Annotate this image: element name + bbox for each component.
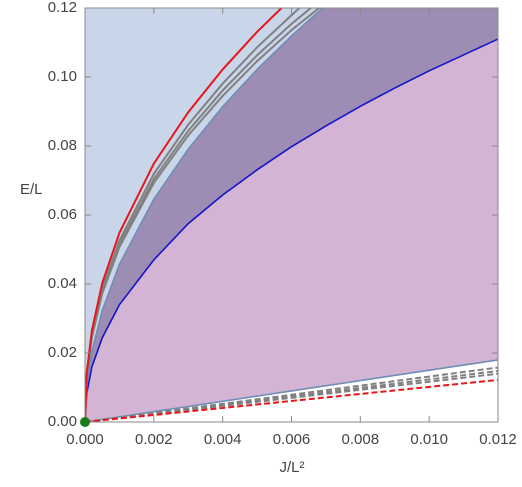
y-tick-label: 0.00 [48,413,77,430]
y-axis-label: E/L [20,181,43,198]
curve [85,8,324,422]
x-tick-label: 0.012 [479,431,517,448]
x-axis-label: J/L² [279,459,304,476]
plot-area [85,8,498,422]
x-tick-label: 0.004 [204,431,242,448]
dashed-line [85,378,498,422]
x-tick-label: 0.002 [135,431,173,448]
dashed-line [85,369,498,422]
curve [85,8,283,422]
dashed-line [85,366,498,422]
x-tick-label: 0.000 [66,431,104,448]
point [80,417,90,427]
y-tick-label: 0.12 [48,0,77,16]
x-tick-label: 0.008 [342,431,380,448]
x-tick-label: 0.006 [273,431,311,448]
region [85,8,326,422]
y-tick-label: 0.08 [48,137,77,154]
y-tick-label: 0.04 [48,275,77,292]
x-tick-label: 0.010 [410,431,448,448]
y-tick-label: 0.02 [48,344,77,361]
curve [85,38,498,422]
curve [85,359,498,422]
y-tick-label: 0.10 [48,68,77,85]
dashed-line [85,372,498,422]
y-tick-label: 0.06 [48,206,77,223]
